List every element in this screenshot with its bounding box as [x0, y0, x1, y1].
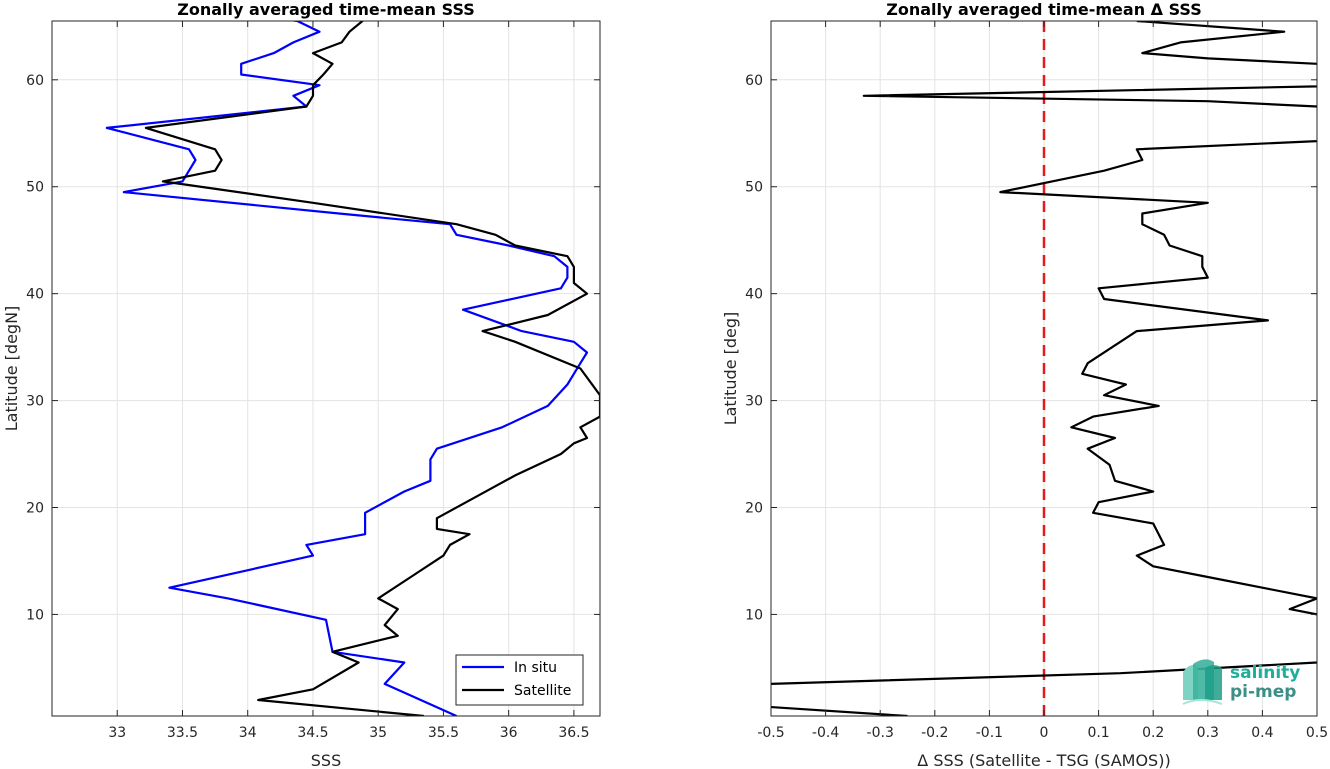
x-tick-label-sss: 33.5 — [167, 725, 198, 741]
axes-box-sss — [51, 20, 601, 717]
x-tick-label-sss: 34 — [239, 725, 257, 741]
y-tick-label-sss: 40 — [26, 287, 44, 303]
x-tick-label-delta-sss: 0.2 — [1142, 725, 1164, 741]
x-tick-label-sss: 33 — [108, 725, 126, 741]
y-tick-label-sss: 20 — [26, 501, 44, 517]
legend-label-satellite: Satellite — [514, 683, 571, 699]
y-tick-label-sss: 60 — [26, 73, 44, 89]
x-tick-label-delta-sss: -0.2 — [921, 725, 948, 741]
x-tick-label-delta-sss: -0.3 — [867, 725, 894, 741]
y-tick-label-delta-sss: 40 — [745, 287, 763, 303]
chart-title-delta-sss: Zonally averaged time-mean Δ SSS — [886, 0, 1202, 19]
y-tick-label-sss: 50 — [26, 180, 44, 196]
panel-sss: 33 33.5 34 34.5 35 35.5 36 36.5 10 20 30 40 50 60 Zona… — [2, 0, 601, 769]
legend-box — [455, 654, 584, 706]
y-tick-label-sss: 30 — [26, 394, 44, 410]
x-tick-label-delta-sss: 0.1 — [1087, 725, 1109, 741]
y-tick-label-delta-sss: 50 — [745, 180, 763, 196]
x-tick-label-delta-sss: 0.4 — [1251, 725, 1273, 741]
x-tick-label-sss: 34.5 — [297, 725, 328, 741]
y-tick-label-delta-sss: 20 — [745, 501, 763, 517]
y-tick-label-delta-sss: 60 — [745, 73, 763, 89]
series-group-delta-sss — [771, 21, 1317, 716]
logo-text-pi-mep: pi-mep — [1230, 682, 1296, 702]
series-line-delta — [771, 21, 1317, 716]
chart-title-sss: Zonally averaged time-mean SSS — [177, 0, 475, 19]
legend: In situ Satellite — [455, 654, 584, 706]
logo-text-salinity: salinity — [1230, 663, 1300, 683]
series-group-sss — [105, 21, 600, 716]
y-tick-label-delta-sss: 10 — [745, 607, 763, 623]
x-axis-label-delta-sss: Δ SSS (Satellite - TSG (SAMOS)) — [917, 751, 1170, 769]
x-tick-label-delta-sss: 0.3 — [1197, 725, 1219, 741]
x-tick-label-sss: 35 — [369, 725, 387, 741]
x-tick-label-sss: 36 — [500, 725, 518, 741]
y-axis-label-delta-sss: Latitude [deg] — [721, 312, 740, 426]
y-axis-label-sss: Latitude [degN] — [2, 306, 21, 432]
legend-label-in-situ: In situ — [514, 660, 557, 676]
panel-delta-sss: -0.5 -0.4 -0.3 -0.2 -0.1 0 0.1 0.2 0.3 0.4 0.5 10 20… — [721, 0, 1328, 769]
x-tick-label-delta-sss: 0.5 — [1306, 725, 1328, 741]
logo-wave-icon — [1182, 659, 1223, 705]
y-tick-label-delta-sss: 30 — [745, 394, 763, 410]
x-axis-label-sss: SSS — [311, 751, 341, 769]
y-tick-label-sss: 10 — [26, 607, 44, 623]
x-tick-label-delta-sss: 0 — [1040, 725, 1049, 741]
x-tick-label-delta-sss: -0.4 — [812, 725, 839, 741]
series-line-satellite — [144, 21, 600, 716]
series-line-in-situ — [105, 21, 589, 716]
x-tick-label-sss: 36.5 — [558, 725, 589, 741]
x-tick-label-delta-sss: -0.5 — [757, 725, 784, 741]
salinity-pi-mep-logo: salinity pi-mep — [1182, 659, 1300, 705]
x-tick-label-sss: 35.5 — [428, 725, 459, 741]
x-tick-label-delta-sss: -0.1 — [976, 725, 1003, 741]
